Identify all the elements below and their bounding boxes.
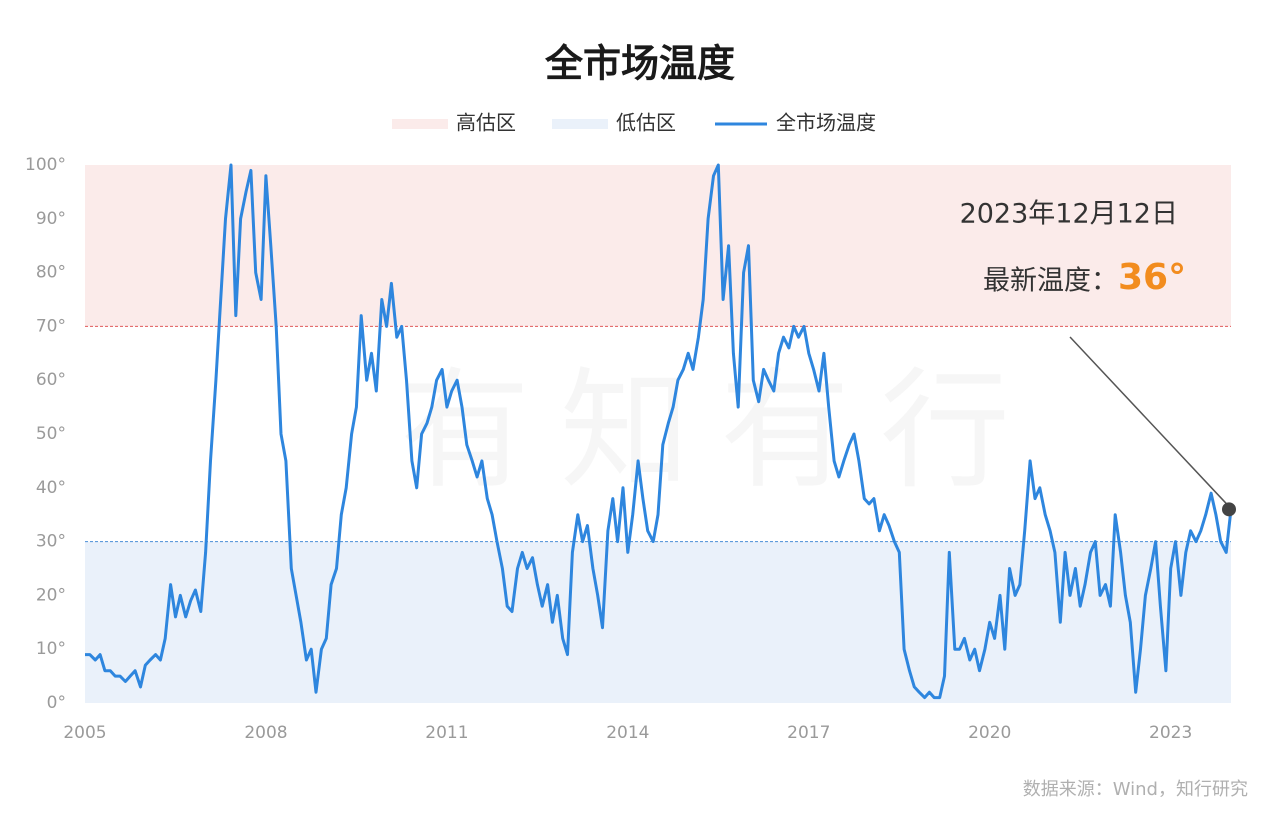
y-tick-label: 50° [36, 424, 66, 444]
legend-swatch [552, 119, 608, 129]
series-line [85, 163, 1233, 700]
y-tick-label: 90° [36, 209, 66, 229]
watermark: 有知有行 [400, 355, 1040, 507]
annotation-date: 2023年12月12日 [960, 199, 1178, 230]
legend-swatch [392, 119, 448, 129]
chart-title: 全市场温度 [544, 42, 735, 86]
annotation-value: 36° [1118, 257, 1186, 298]
y-tick-label: 70° [36, 316, 66, 336]
x-tick-label: 2005 [63, 723, 106, 743]
x-tick-label: 2023 [1149, 723, 1192, 743]
latest-point [1222, 502, 1236, 517]
x-tick-label: 2011 [425, 723, 468, 743]
y-tick-label: 60° [36, 370, 66, 390]
y-tick-label: 30° [36, 532, 66, 552]
source: 数据来源：Wind，知行研究 [1023, 779, 1248, 800]
y-tick-label: 40° [36, 478, 66, 498]
annotation-pointer [1069, 336, 1228, 505]
y-tick-label: 100° [25, 155, 66, 175]
x-tick-label: 2008 [244, 723, 287, 743]
y-tick-label: 80° [36, 263, 66, 283]
legend-label: 低估区 [616, 111, 676, 135]
x-tick-label: 2017 [787, 723, 830, 743]
x-tick-label: 2014 [606, 723, 649, 743]
band [85, 165, 1231, 327]
band [85, 541, 1231, 703]
annotation-label: 最新温度： [983, 266, 1118, 297]
legend-label: 高估区 [456, 111, 516, 135]
y-tick-label: 0° [47, 693, 66, 713]
y-tick-label: 10° [36, 639, 66, 659]
legend-label: 全市场温度 [776, 111, 876, 135]
y-tick-label: 20° [36, 585, 66, 605]
x-tick-label: 2020 [968, 723, 1011, 743]
